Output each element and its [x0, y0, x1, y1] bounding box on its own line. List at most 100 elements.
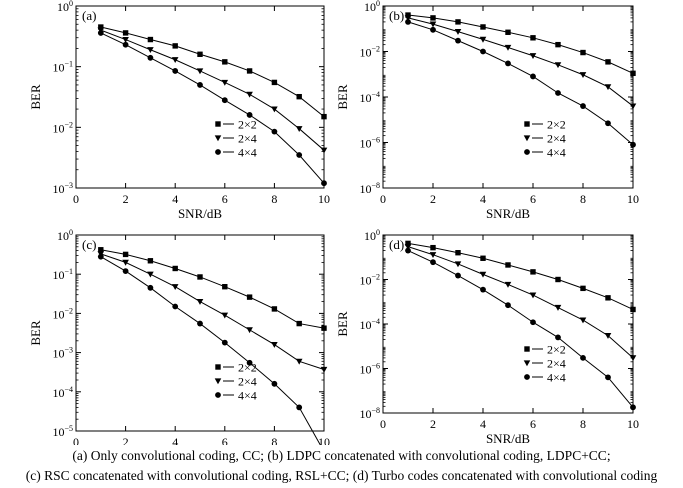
data-point — [554, 62, 562, 69]
data-point — [480, 286, 486, 293]
data-point — [479, 271, 487, 278]
legend-marker — [523, 360, 531, 367]
data-point — [97, 253, 104, 260]
legend-item: 2×2 — [215, 361, 257, 375]
data-point — [404, 244, 412, 250]
legend-label: 2×4 — [547, 132, 566, 146]
legend-item: 2×2 — [524, 343, 566, 357]
data-point — [122, 259, 129, 266]
legend-marker — [524, 121, 530, 127]
legend-label: 4×4 — [547, 146, 566, 160]
data-point — [320, 147, 328, 154]
data-point — [171, 57, 179, 64]
x-axis-label: SNR/dB — [486, 431, 530, 445]
data-point — [221, 312, 229, 319]
data-point — [630, 141, 636, 148]
legend-marker — [215, 392, 221, 398]
y-tick-label: 100 — [364, 0, 380, 14]
data-point — [147, 36, 154, 43]
data-point — [122, 41, 129, 48]
x-tick-label: 8 — [580, 192, 586, 206]
data-point — [455, 37, 461, 44]
x-tick-label: 10 — [627, 192, 639, 206]
legend-label: 4×4 — [238, 146, 257, 160]
data-point — [604, 84, 612, 91]
data-point — [454, 28, 462, 35]
y-axis-label: BER — [28, 84, 43, 110]
series-line — [100, 26, 325, 118]
x-tick-label: 4 — [172, 192, 178, 206]
data-point — [479, 36, 487, 43]
data-point — [429, 21, 437, 28]
legend-item: 4×4 — [215, 146, 257, 160]
data-point — [429, 252, 437, 259]
legend-item: 2×4 — [214, 132, 257, 146]
data-point — [122, 30, 129, 36]
data-point — [480, 48, 486, 55]
data-point — [580, 285, 586, 292]
data-point — [147, 258, 154, 264]
legend-label: 2×4 — [238, 132, 257, 146]
y-tick-label: 10−2 — [52, 306, 73, 321]
y-tick-label: 10−3 — [52, 346, 73, 361]
data-point — [246, 68, 253, 74]
data-point — [147, 271, 154, 278]
y-tick-label: 10−4 — [52, 385, 73, 400]
data-point — [605, 120, 611, 127]
data-point — [296, 152, 303, 158]
y-tick-label: 10−6 — [359, 362, 380, 377]
data-point — [122, 36, 129, 43]
data-point — [221, 97, 228, 104]
plot-frame — [75, 234, 325, 432]
data-point — [295, 358, 303, 365]
chart-panel-a: 0 2 4 6 8 10 100 10−1 10−2 10−3 SNR/dB BER (a) 2×22×4… — [28, 0, 330, 221]
legend-label: 2×4 — [238, 375, 257, 389]
y-tick-label: 10−3 — [52, 181, 73, 196]
legend-marker — [524, 346, 530, 352]
x-tick-label: 6 — [530, 192, 536, 206]
data-point — [295, 126, 303, 132]
y-tick-label: 10−2 — [52, 120, 73, 135]
data-point — [480, 255, 486, 261]
data-point — [555, 90, 561, 96]
series-line — [407, 246, 634, 359]
x-tick-label: 0 — [380, 417, 386, 431]
x-tick-label: 10 — [318, 435, 330, 445]
y-tick-label: 10−4 — [359, 317, 380, 332]
data-point — [296, 320, 302, 327]
legend-item: 2×4 — [214, 375, 257, 389]
data-point — [197, 320, 203, 327]
data-point — [580, 49, 586, 56]
y-tick-label: 10−4 — [359, 90, 380, 105]
legend-marker — [524, 374, 530, 380]
data-point — [605, 295, 611, 301]
series-line — [407, 21, 634, 146]
chart-panel-d: 0 2 4 6 8 10 100 10−2 10−4 10−6 10−8 SNR/dB BER (d) 2×… — [335, 228, 639, 445]
data-point — [430, 26, 436, 33]
data-point — [147, 54, 154, 61]
x-tick-label: 0 — [380, 192, 386, 206]
x-tick-label: 0 — [73, 192, 79, 206]
series-line — [407, 17, 634, 107]
data-point — [405, 19, 411, 25]
data-point — [196, 298, 204, 305]
legend-marker — [523, 135, 531, 142]
legend-marker — [215, 364, 221, 370]
data-point — [554, 304, 562, 311]
legend-item: 4×4 — [524, 371, 566, 385]
data-point — [246, 112, 253, 118]
data-point — [430, 259, 436, 266]
chart-panel-c: 024681010010−110−210−310−410−5SNR/dBBER(… — [28, 228, 330, 445]
y-tick-label: 10−1 — [52, 267, 73, 282]
legend-item: 4×4 — [215, 389, 257, 403]
series-line — [100, 253, 325, 371]
data-point — [321, 180, 327, 187]
y-tick-label: 10−5 — [52, 424, 73, 439]
data-point — [97, 30, 104, 36]
x-tick-label: 6 — [530, 417, 536, 431]
legend-marker — [214, 378, 222, 385]
data-point — [171, 284, 179, 290]
x-tick-label: 8 — [271, 192, 277, 206]
legend-marker — [215, 121, 221, 127]
data-point — [604, 333, 612, 339]
